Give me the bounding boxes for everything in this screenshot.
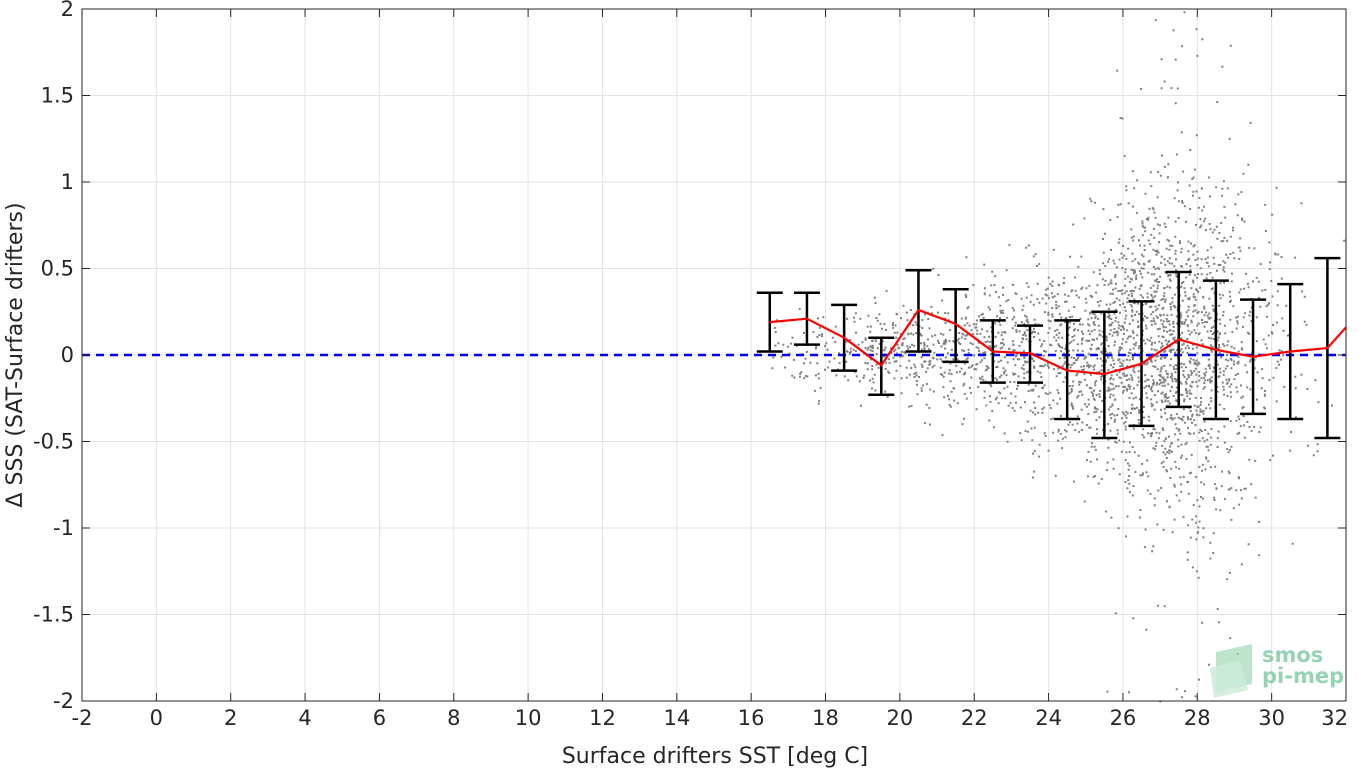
y-axis-title: Δ SSS (SAT-Surface drifters) (3, 202, 28, 507)
x-tick-label: 8 (447, 706, 460, 730)
x-tick-labels: -2 0 2 4 6 8 10 12 14 16 18 20 22 24 26 28 30 32 (72, 706, 1348, 730)
x-tick-label: 12 (589, 706, 616, 730)
y-tick-labels: 2 1.5 1 0.5 0 -0.5 -1 -1.5 -2 (33, 0, 74, 713)
y-tick-label: 2 (61, 0, 74, 21)
x-tick-label: 30 (1258, 706, 1285, 730)
x-tick-label: 16 (738, 706, 765, 730)
smos-pimep-logo: smos pi-mep (1210, 643, 1344, 698)
x-tick-label: 32 (1321, 706, 1348, 730)
x-tick-label: 6 (373, 706, 386, 730)
x-tick-label: 4 (298, 706, 311, 730)
errorbar (756, 291, 783, 353)
x-tick-label: 18 (812, 706, 839, 730)
y-tick-label: -1.5 (33, 603, 74, 627)
axes (81, 8, 1347, 702)
y-tick-label: 0.5 (41, 257, 74, 281)
x-tick-label: 24 (1035, 706, 1062, 730)
y-tick-label: 1.5 (41, 84, 74, 108)
logo-text-line1: smos (1262, 643, 1323, 667)
x-tick-label: 28 (1184, 706, 1211, 730)
mean-line (769, 308, 1347, 376)
x-tick-label: 2 (224, 706, 237, 730)
x-tick-label: 26 (1110, 706, 1137, 730)
y-tick-label: -1 (53, 516, 74, 540)
x-axis-title: Surface drifters SST [deg C] (562, 744, 868, 769)
errorbar (942, 288, 969, 364)
x-tick-label: 0 (150, 706, 163, 730)
logo-text-line2: pi-mep (1262, 664, 1344, 688)
errorbar-series (756, 256, 1341, 440)
y-tick-label: 1 (61, 170, 74, 194)
mean-line-series (769, 308, 1347, 376)
x-tick-label: 22 (961, 706, 988, 730)
x-tick-label: 14 (663, 706, 690, 730)
x-tick-label: -2 (72, 706, 93, 730)
x-tick-label: 10 (515, 706, 542, 730)
y-tick-label: -2 (53, 689, 74, 713)
y-tick-label: 0 (61, 343, 74, 367)
x-tick-label: 20 (887, 706, 914, 730)
y-tick-label: -0.5 (33, 430, 74, 454)
